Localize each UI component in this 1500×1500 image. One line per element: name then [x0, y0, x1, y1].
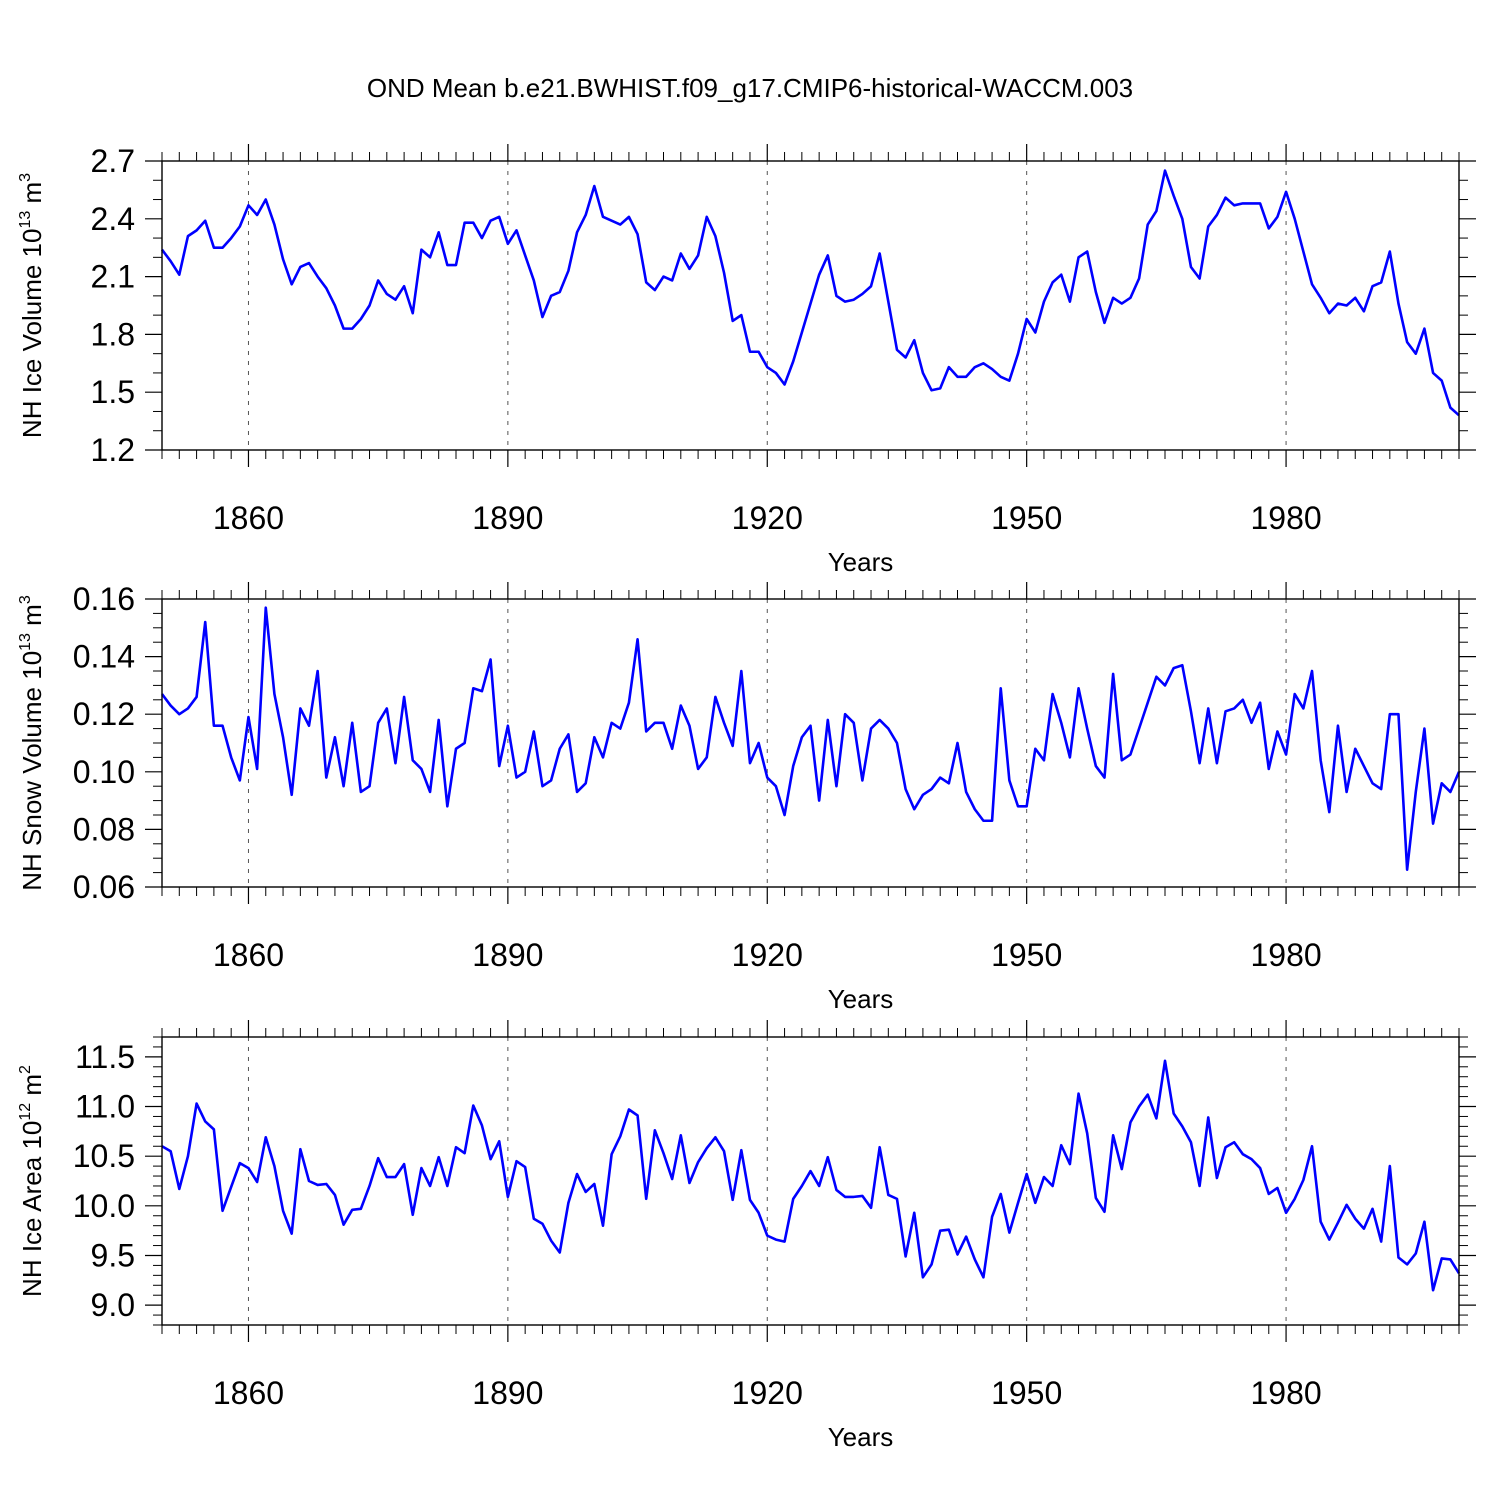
y-axis-label-part: NH Ice Area 10 — [17, 1121, 47, 1297]
y-axis-label-exponent: 13 — [17, 633, 34, 651]
y-tick-label: 0.06 — [73, 869, 135, 905]
y-axis-label-exponent: 13 — [17, 211, 34, 229]
y-tick-label: 9.0 — [91, 1287, 135, 1323]
y-axis-label-exponent: 3 — [17, 595, 34, 604]
data-series-line — [160, 606, 1461, 872]
panel-2: 1860 1890 1920 1950 1980 0.06 0.08 0.10 0.12 0.14… — [17, 581, 1476, 1014]
x-tick-label: 1920 — [732, 500, 803, 536]
y-axis-label-part: NH Ice Volume 10 — [17, 229, 47, 439]
x-tick-label: 1950 — [991, 937, 1062, 973]
panel-3: 1860 1890 1920 1950 1980 9.0 9.5 10.0 10.5 11.0 11… — [17, 1020, 1476, 1452]
x-tick-label: 1950 — [991, 1375, 1062, 1411]
x-tick-label: 1920 — [732, 937, 803, 973]
x-tick-label: 1980 — [1250, 1375, 1321, 1411]
y-axis-label-part: m — [17, 182, 47, 211]
data-series-line — [160, 169, 1460, 417]
y-tick-label: 9.5 — [91, 1237, 135, 1273]
x-tick-label: 1860 — [213, 937, 284, 973]
y-axis-label-exponent: 2 — [17, 1065, 34, 1074]
x-axis-label: Years — [828, 984, 894, 1014]
x-tick-label: 1860 — [213, 500, 284, 536]
y-tick-label: 0.10 — [73, 754, 135, 790]
x-tick-label: 1980 — [1250, 937, 1321, 973]
x-tick-label: 1890 — [472, 937, 543, 973]
x-tick-label: 1920 — [732, 1375, 803, 1411]
y-tick-label: 0.14 — [73, 639, 135, 675]
y-axis-label: NH Ice Area 1012 m2 — [17, 1065, 47, 1297]
y-tick-label: 10.5 — [73, 1138, 135, 1174]
x-tick-label: 1860 — [213, 1375, 284, 1411]
y-axis-label-exponent: 3 — [17, 173, 34, 182]
plot-frame — [161, 160, 1460, 451]
y-axis-label: NH Snow Volume 1013 m3 — [17, 595, 47, 891]
y-tick-label: 0.08 — [73, 811, 135, 847]
x-axis-label: Years — [828, 1422, 894, 1452]
figure-title: OND Mean b.e21.BWHIST.f09_g17.CMIP6-hist… — [367, 73, 1133, 103]
x-tick-label: 1980 — [1250, 500, 1321, 536]
plot-frame — [161, 1036, 1460, 1326]
x-tick-label: 1890 — [472, 1375, 543, 1411]
y-tick-label: 1.5 — [91, 374, 135, 410]
data-series-line — [161, 1059, 1461, 1292]
y-tick-label: 10.0 — [73, 1188, 135, 1224]
y-tick-label: 11.0 — [75, 1089, 135, 1125]
y-axis-label-part: NH Snow Volume 10 — [17, 651, 47, 891]
y-axis-label: NH Ice Volume 1013 m3 — [17, 173, 47, 438]
y-axis-label-exponent: 12 — [17, 1103, 34, 1121]
y-tick-label: 1.8 — [91, 316, 135, 352]
y-tick-label: 0.12 — [73, 696, 135, 732]
y-tick-label: 2.4 — [91, 201, 135, 237]
x-tick-label: 1950 — [991, 500, 1062, 536]
y-tick-label: 1.2 — [91, 432, 135, 468]
x-axis-label: Years — [828, 547, 894, 577]
plot-frame — [161, 598, 1460, 888]
panel-1: 1860 1890 1920 1950 1980 1.2 1.5 1.8 2.1 2.4 2.7 Ye… — [17, 143, 1476, 577]
x-tick-label: 1890 — [472, 500, 543, 536]
y-tick-label: 0.16 — [73, 581, 135, 617]
y-tick-label: 11.5 — [75, 1039, 135, 1075]
y-axis-label-part: m — [17, 1074, 47, 1103]
y-tick-label: 2.1 — [91, 259, 135, 295]
y-tick-label: 2.7 — [91, 143, 135, 179]
y-axis-label-part: m — [17, 604, 47, 633]
